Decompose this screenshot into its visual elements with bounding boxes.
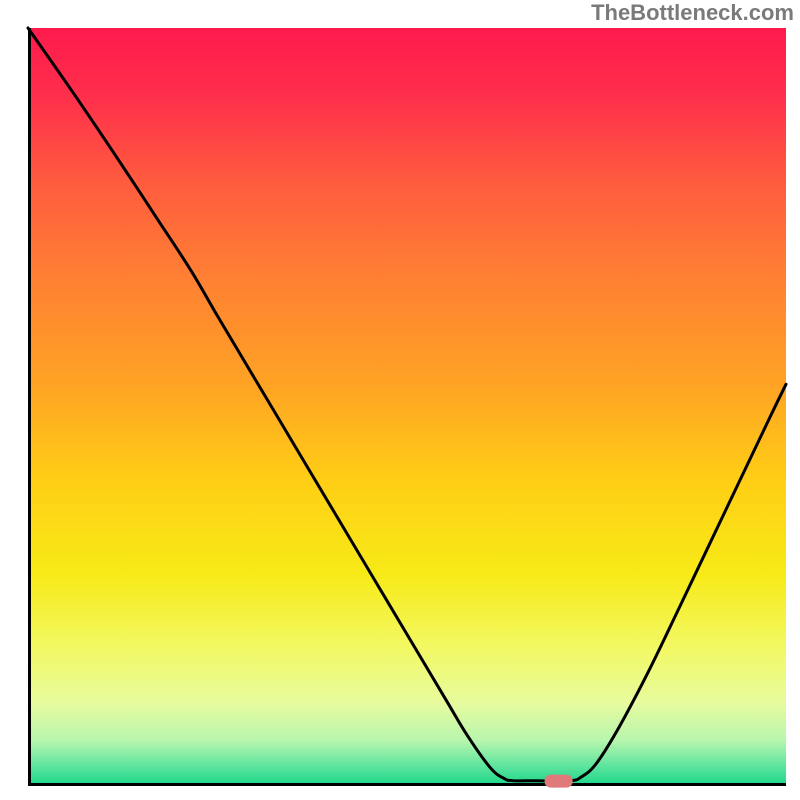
curve-path [28,28,786,781]
plot-area [28,28,786,786]
optimal-marker [544,774,573,787]
chart-container: TheBottleneck.com [0,0,800,800]
watermark-text: TheBottleneck.com [591,0,794,26]
bottleneck-curve [28,28,786,786]
